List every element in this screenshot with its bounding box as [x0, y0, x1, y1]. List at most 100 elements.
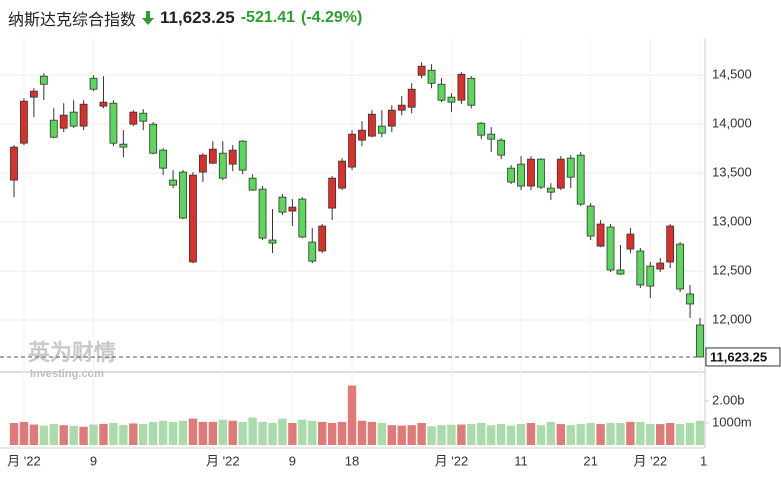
volume-bar — [417, 422, 426, 445]
volume-bar — [447, 424, 456, 445]
volume-bar — [89, 424, 98, 445]
volume-bar — [99, 423, 108, 445]
candle-body — [268, 239, 277, 244]
y-tick-label: 14,000 — [712, 116, 752, 131]
volume-bar — [387, 425, 396, 445]
candle-body — [556, 158, 565, 189]
volume-bar — [437, 425, 446, 445]
volume-bar — [69, 425, 78, 445]
volume-bar — [656, 424, 665, 445]
x-tick-label: 9 — [289, 453, 296, 468]
change-pct: (-4.29%) — [300, 9, 363, 26]
candle-body — [89, 77, 98, 90]
volume-bar — [158, 420, 168, 445]
volume-bar — [576, 424, 585, 445]
candle-body — [109, 102, 118, 144]
candle-body — [447, 96, 456, 103]
volume-bar — [496, 424, 506, 445]
candle-body — [39, 75, 48, 85]
current-price-label: 11,623.25 — [710, 349, 767, 364]
candle-body — [636, 250, 645, 286]
volume-bar — [397, 425, 406, 445]
volume-bar — [596, 424, 605, 445]
volume-bar — [377, 422, 387, 445]
candle-body — [218, 152, 227, 179]
candle-body — [437, 83, 446, 101]
volume-bar — [636, 421, 645, 445]
volume-bar — [188, 418, 198, 445]
volume-bar — [327, 422, 337, 445]
volume-bar — [586, 422, 595, 445]
volume-bar — [258, 421, 267, 445]
candle-body — [29, 90, 38, 98]
candle-body — [328, 177, 337, 209]
volume-bar — [477, 422, 486, 445]
volume-bar — [148, 421, 158, 445]
volume-bar — [208, 421, 218, 445]
candle-body — [626, 233, 635, 250]
x-tick-label: 1 — [700, 453, 707, 468]
volume-bar — [228, 420, 237, 445]
watermark: 英为财情 — [28, 340, 116, 365]
x-tick-label: 9 — [90, 453, 97, 468]
candle-body — [248, 177, 257, 191]
candle-body — [566, 157, 575, 178]
candle-body — [487, 133, 496, 140]
volume-tick-label: 1000m — [712, 414, 752, 429]
volume-bar — [29, 424, 39, 445]
volume-bar — [626, 421, 635, 445]
candle-body — [169, 179, 177, 186]
candle-body — [686, 293, 694, 305]
y-tick-label: 13,500 — [712, 165, 752, 180]
candle-body — [517, 163, 525, 187]
candle-body — [228, 149, 237, 165]
candle-body — [308, 241, 317, 262]
candle-body — [427, 69, 436, 84]
volume-bar — [556, 424, 566, 445]
candle-body — [79, 103, 88, 127]
candle-body — [417, 65, 426, 76]
x-tick-label: 月 '22 — [634, 453, 668, 468]
candle-body — [159, 149, 168, 169]
volume-bar — [139, 423, 148, 445]
volume-bar — [79, 426, 88, 445]
candle-body — [139, 112, 148, 122]
volume-bar — [367, 421, 377, 445]
candle-body — [656, 262, 665, 270]
candle-body — [298, 198, 307, 238]
candle-body — [676, 243, 685, 290]
candle-body — [586, 205, 595, 237]
candle-body — [546, 187, 555, 193]
candle-body — [537, 158, 545, 188]
price: 11,623.25 — [160, 8, 235, 27]
volume-bar — [337, 421, 347, 445]
volume-bar — [178, 420, 188, 445]
candle-body — [49, 119, 58, 138]
header: 纳斯达克综合指数 11,623.25 -521.41 (-4.29%) — [8, 6, 362, 30]
candle-body — [407, 88, 416, 108]
volume-bar — [218, 419, 227, 445]
volume-bar — [268, 422, 277, 445]
candle-body — [208, 148, 217, 164]
candle-body — [179, 171, 187, 219]
candle-body — [198, 154, 207, 173]
y-tick-label: 13,000 — [712, 214, 752, 229]
candle-body — [20, 100, 28, 144]
candle-body — [646, 265, 655, 287]
candle-body — [387, 109, 396, 127]
candle-body — [189, 174, 197, 263]
y-tick-label: 14,500 — [712, 67, 752, 82]
volume-bar — [536, 425, 546, 445]
volume-bar — [616, 422, 625, 445]
volume-bar — [457, 424, 466, 445]
x-tick-label: 月 '22 — [7, 453, 41, 468]
candle-body — [99, 101, 108, 107]
watermark-sub: Investing.com — [30, 368, 104, 380]
volume-bar — [308, 420, 317, 445]
candle-body — [377, 125, 386, 134]
volume-bar — [9, 422, 19, 445]
volume-bar — [487, 425, 496, 445]
candle-body — [278, 196, 287, 213]
